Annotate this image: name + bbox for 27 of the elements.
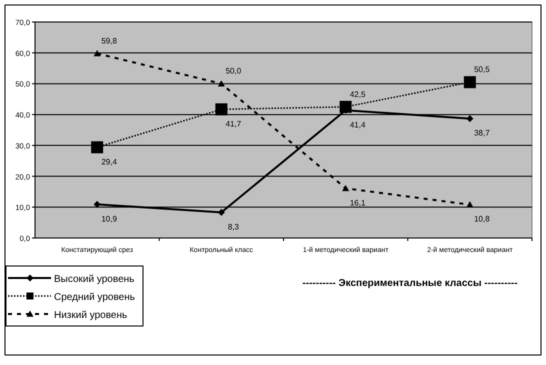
point: [218, 208, 225, 216]
data-label: 8,3: [228, 222, 240, 232]
point: [340, 100, 352, 113]
text: ---------- Экспериментальные классы ----------: [302, 278, 518, 289]
data-label: 50,5: [474, 65, 490, 74]
data-label: 59,8: [101, 36, 118, 46]
data-label: 10,8: [474, 214, 490, 224]
data-label: 16,1: [350, 198, 366, 208]
point: [342, 184, 350, 192]
point: [466, 115, 474, 122]
legend-label: Высокий уровень: [54, 274, 134, 285]
data-label: 10,9: [101, 214, 118, 224]
point: [91, 141, 104, 154]
point: [94, 50, 101, 56]
point: [94, 200, 101, 208]
point: [218, 80, 225, 87]
data-label: 38,7: [474, 128, 490, 138]
point: [466, 201, 474, 208]
data-label: 41,4: [350, 120, 366, 130]
point: [215, 103, 228, 116]
legend-label: Средний уровень: [54, 292, 135, 303]
data-label: 41,7: [226, 119, 242, 128]
legend-label: Низкий уровень: [54, 310, 128, 321]
data-label: 29,4: [101, 157, 118, 166]
point: [464, 76, 476, 88]
data-label: 42,5: [350, 90, 366, 99]
data-label: 50,0: [226, 66, 242, 76]
